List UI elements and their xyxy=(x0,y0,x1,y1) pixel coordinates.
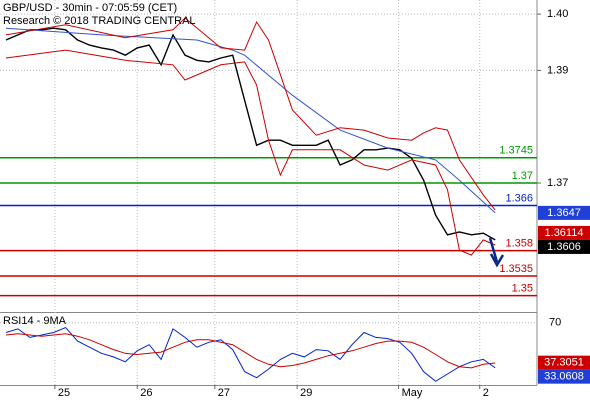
x-tick-label: 26 xyxy=(140,387,152,399)
series-line xyxy=(5,49,496,256)
rsi-marker-box xyxy=(538,355,590,370)
series-line xyxy=(5,17,496,211)
series-line xyxy=(5,327,496,382)
price-marker-label: 1.3606 xyxy=(547,241,581,253)
level-label: 1.3535 xyxy=(499,263,533,275)
price-marker-label: 1.36114 xyxy=(545,227,584,239)
rsi-marker-label: 33.0608 xyxy=(544,371,584,383)
chart-subtitle: Research © 2018 TRADING CENTRAL xyxy=(3,15,196,27)
price-marker-label: 1.3647 xyxy=(547,207,581,219)
price-marker-box xyxy=(538,239,590,254)
x-tick-label: 27 xyxy=(218,387,230,399)
level-label: 1.358 xyxy=(505,238,533,250)
forecast-arrow xyxy=(488,237,505,268)
x-tick-label: May xyxy=(402,387,423,399)
price-marker-box xyxy=(538,205,590,220)
x-tick-label: 2 xyxy=(483,387,489,399)
series-line xyxy=(5,27,496,241)
y-tick-label: 70 xyxy=(549,317,561,329)
rsi-title: RSI14 - 9MA xyxy=(3,315,67,327)
y-tick-label: 1.40 xyxy=(547,8,568,20)
level-label: 1.3745 xyxy=(499,145,533,157)
x-tick-label: 25 xyxy=(58,387,70,399)
level-label: 1.35 xyxy=(512,283,533,295)
series-line xyxy=(5,333,496,369)
level-label: 1.37 xyxy=(512,170,533,182)
rsi-marker-box xyxy=(538,369,590,384)
x-tick-label: 29 xyxy=(300,387,312,399)
series-line xyxy=(5,27,496,214)
level-label: 1.366 xyxy=(505,192,533,204)
price-marker-box xyxy=(538,225,590,240)
y-tick-label: 1.37 xyxy=(547,177,568,189)
chart-title: GBP/USD - 30min - 07:05:59 (CET) xyxy=(3,2,177,14)
rsi-marker-label: 37.3051 xyxy=(544,357,584,369)
y-tick-label: 1.39 xyxy=(547,64,568,76)
